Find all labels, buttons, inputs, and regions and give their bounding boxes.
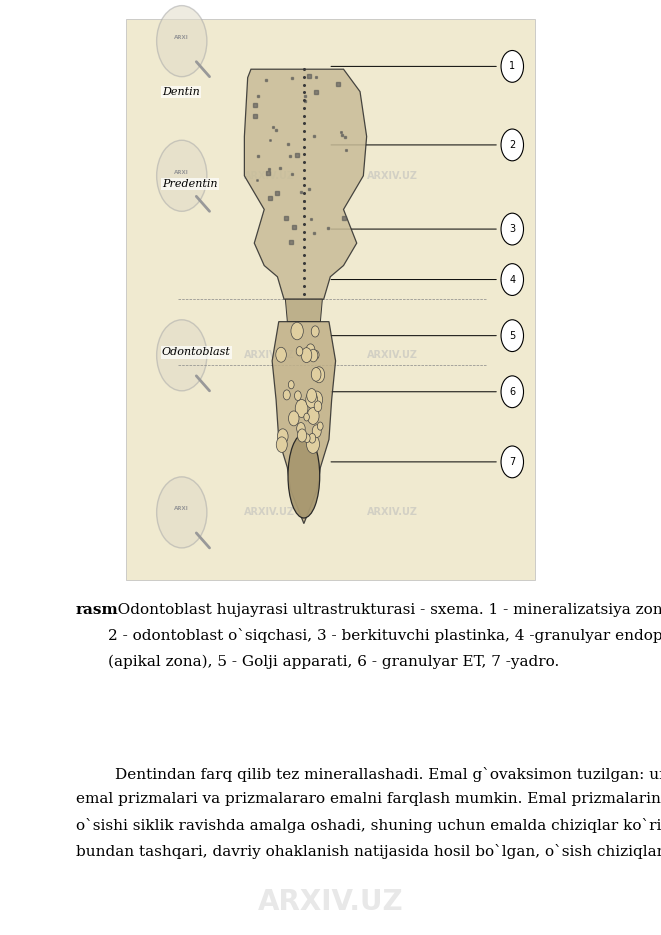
Polygon shape: [286, 299, 323, 322]
Circle shape: [157, 6, 207, 77]
Text: 2: 2: [509, 140, 516, 150]
Circle shape: [306, 392, 318, 409]
Circle shape: [288, 411, 299, 425]
Circle shape: [301, 348, 312, 363]
Text: ARXI: ARXI: [175, 506, 189, 511]
Circle shape: [297, 429, 307, 442]
Text: ARXIV.UZ: ARXIV.UZ: [243, 508, 295, 517]
Ellipse shape: [288, 434, 320, 518]
Bar: [126, 19, 535, 580]
Circle shape: [309, 350, 318, 362]
Circle shape: [501, 213, 524, 245]
Circle shape: [283, 390, 290, 400]
Text: ARXIV.UZ: ARXIV.UZ: [366, 508, 418, 517]
Circle shape: [501, 320, 524, 352]
Circle shape: [307, 435, 319, 453]
Circle shape: [296, 347, 303, 356]
Circle shape: [313, 367, 325, 382]
Polygon shape: [272, 322, 336, 524]
Circle shape: [276, 437, 288, 453]
Text: ARXIV.UZ: ARXIV.UZ: [243, 171, 295, 180]
Circle shape: [501, 50, 524, 82]
Circle shape: [317, 422, 323, 430]
Text: Odontoblast: Odontoblast: [162, 348, 231, 357]
Text: 5: 5: [509, 331, 516, 340]
Circle shape: [278, 429, 288, 444]
Circle shape: [157, 477, 207, 548]
Text: ARXI: ARXI: [175, 169, 189, 175]
Circle shape: [306, 344, 315, 356]
Circle shape: [291, 323, 303, 339]
Circle shape: [501, 376, 524, 408]
Circle shape: [288, 381, 294, 389]
Circle shape: [501, 129, 524, 161]
Text: 6: 6: [509, 387, 516, 396]
Polygon shape: [245, 69, 367, 299]
Text: 3: 3: [509, 224, 516, 234]
Circle shape: [297, 423, 305, 435]
Circle shape: [304, 413, 309, 421]
Circle shape: [304, 434, 310, 442]
Circle shape: [501, 446, 524, 478]
Text: Dentindan farq qilib tez minerallashadi. Emal g`ovaksimon tuzilgan: unda
emal pr: Dentindan farq qilib tez minerallashadi.…: [76, 767, 661, 859]
Circle shape: [157, 140, 207, 211]
Circle shape: [307, 389, 317, 402]
Circle shape: [313, 351, 319, 359]
Circle shape: [294, 391, 301, 400]
Text: ARXIV.UZ: ARXIV.UZ: [366, 351, 418, 360]
Text: . Odontoblast hujayrasi ultrastrukturasi - sxema. 1 - mineralizatsiya zonasi,
2 : . Odontoblast hujayrasi ultrastrukturasi…: [108, 603, 661, 669]
Circle shape: [312, 424, 321, 438]
Text: 7: 7: [509, 457, 516, 467]
Circle shape: [276, 347, 286, 362]
Text: Predentin: Predentin: [162, 180, 217, 189]
Circle shape: [295, 399, 308, 417]
Circle shape: [307, 408, 319, 424]
Circle shape: [309, 434, 316, 443]
Text: ARXIV.UZ: ARXIV.UZ: [243, 351, 295, 360]
Text: Dentin: Dentin: [162, 87, 200, 96]
Text: ARXIV.UZ: ARXIV.UZ: [258, 888, 403, 916]
Circle shape: [311, 367, 321, 381]
Circle shape: [314, 401, 322, 411]
Circle shape: [157, 320, 207, 391]
Circle shape: [501, 264, 524, 295]
Circle shape: [311, 391, 323, 409]
Text: 1: 1: [509, 62, 516, 71]
Circle shape: [311, 326, 319, 337]
Text: ARXI: ARXI: [175, 35, 189, 40]
Text: ARXIV.UZ: ARXIV.UZ: [366, 171, 418, 180]
Text: 4: 4: [509, 275, 516, 284]
Text: rasm: rasm: [76, 603, 119, 617]
Text: ARXI: ARXI: [175, 349, 189, 354]
